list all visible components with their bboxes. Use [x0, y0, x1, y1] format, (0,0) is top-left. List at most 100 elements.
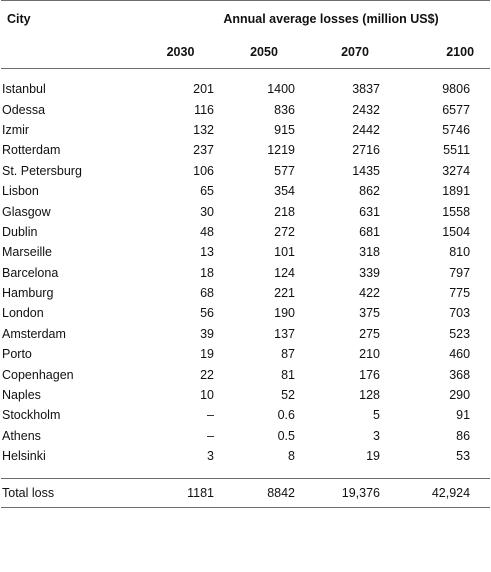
value-2030-cell: 132: [193, 122, 214, 137]
value-2050-cell: 915: [274, 122, 295, 137]
table-row: Naples 10 52 128 290: [1, 385, 490, 405]
table-row: Istanbul 201 1400 3837 9806: [1, 69, 490, 100]
value-2070-cell: 1435: [352, 163, 380, 178]
city-cell: Rotterdam: [2, 143, 61, 158]
value-2050-cell: 354: [274, 184, 295, 199]
value-2100-cell: 703: [449, 306, 471, 321]
table-row: Porto 19 87 210 460: [1, 344, 490, 364]
value-2030-cell: 18: [200, 265, 214, 280]
city-cell: St. Petersburg: [2, 163, 82, 178]
city-cell: Copenhagen: [2, 367, 74, 382]
losses-group-header: Annual average losses (million US$): [143, 0, 491, 36]
value-2050-cell: 577: [274, 163, 295, 178]
value-2030-cell: 68: [200, 286, 214, 301]
losses-table: City Annual average losses (million US$)…: [1, 0, 491, 509]
value-2030-cell: 39: [200, 326, 214, 341]
value-2070-cell: 681: [359, 224, 380, 239]
value-2050-cell: 87: [281, 347, 295, 362]
value-2070-cell: 210: [359, 347, 380, 362]
table-row: Rotterdam 237 1219 2716 5511: [1, 140, 490, 160]
table-row: Marseille 13 101 318 810: [1, 242, 490, 262]
value-2050-cell: 1400: [267, 82, 295, 97]
value-2050-cell: 124: [274, 265, 295, 280]
value-2070-cell: 862: [359, 184, 380, 199]
value-2070-cell: 375: [359, 306, 380, 321]
value-2030-cell: 19: [200, 347, 214, 362]
table-row: London 56 190 375 703: [1, 303, 490, 323]
city-cell: Dublin: [2, 224, 38, 239]
value-2050-cell: 101: [274, 245, 295, 260]
value-2100-cell: 5511: [443, 143, 471, 158]
city-cell: Stockholm: [2, 408, 61, 423]
value-2050-cell: 81: [281, 367, 295, 382]
year-header-2100: 2100: [400, 36, 491, 69]
value-2100-cell: 1558: [442, 204, 471, 219]
value-2070-cell: 422: [359, 286, 380, 301]
value-2100-cell: 1891: [442, 184, 471, 199]
value-2070-cell: 3837: [352, 82, 380, 97]
value-2030-cell: 106: [193, 163, 214, 178]
value-2050-cell: 52: [281, 388, 295, 403]
city-cell: Marseille: [2, 245, 53, 260]
city-cell: Hamburg: [2, 286, 54, 301]
city-cell: Izmir: [2, 122, 30, 137]
city-cell: Glasgow: [2, 204, 51, 219]
city-cell: Athens: [2, 428, 41, 443]
value-2050-cell: 836: [274, 102, 295, 117]
separator-cell: [143, 466, 218, 480]
value-2030-cell: –: [207, 428, 214, 443]
separator-cell: [218, 466, 310, 480]
value-2100-cell: 3274: [442, 163, 471, 178]
separator-cell: [310, 466, 400, 480]
value-2050-cell: 0.5: [277, 428, 295, 443]
table-row: Izmir 132 915 2442 5746: [1, 120, 490, 140]
value-2070-cell: 176: [359, 367, 380, 382]
value-2050-cell: 0.6: [277, 408, 295, 423]
value-2100-cell: 797: [449, 265, 471, 280]
value-2050-cell: 272: [274, 224, 295, 239]
value-2030-cell: 13: [200, 245, 214, 260]
value-2030-cell: 30: [200, 204, 214, 219]
value-2100-cell: 368: [449, 367, 471, 382]
table-row: Stockholm – 0.6 5 91: [1, 405, 490, 425]
value-2070-cell: 3: [373, 428, 380, 443]
value-2100-cell: 86: [456, 428, 471, 443]
value-2070-cell: 2442: [352, 122, 380, 137]
table-row: Helsinki 3 8 19 53: [1, 446, 490, 466]
table-row: Amsterdam 39 137 275 523: [1, 324, 490, 344]
value-2030-cell: 201: [193, 82, 214, 97]
table-row: Glasgow 30 218 631 1558: [1, 201, 490, 221]
value-2100-cell: 9806: [442, 82, 471, 97]
value-2070-cell: 128: [359, 388, 380, 403]
value-2050-cell: 1219: [267, 143, 295, 158]
value-2100-cell: 290: [449, 388, 471, 403]
value-2070-cell: 5: [373, 408, 380, 423]
table-row: Lisbon 65 354 862 1891: [1, 181, 490, 201]
table-row: Dublin 48 272 681 1504: [1, 222, 490, 242]
value-2030-cell: 48: [200, 224, 214, 239]
value-2070-cell: 2432: [352, 102, 380, 117]
header-blank-cell: [1, 36, 143, 69]
table-row: Hamburg 68 221 422 775: [1, 283, 490, 303]
total-2050-cell: 8842: [218, 478, 310, 509]
city-cell: Odessa: [2, 102, 46, 117]
city-cell: Porto: [2, 347, 32, 362]
value-2050-cell: 190: [274, 306, 295, 321]
value-2100-cell: 775: [449, 286, 471, 301]
table-row: Odessa 116 836 2432 6577: [1, 99, 490, 119]
value-2100-cell: 5746: [442, 122, 471, 137]
value-2100-cell: 91: [456, 408, 471, 423]
value-2070-cell: 339: [359, 265, 380, 280]
value-2100-cell: 6577: [442, 102, 471, 117]
value-2100-cell: 1504: [442, 224, 471, 239]
year-header-2050: 2050: [218, 36, 310, 69]
table-row: Athens – 0.5 3 86: [1, 426, 490, 446]
city-cell: Istanbul: [2, 82, 46, 97]
value-2030-cell: 3: [207, 449, 214, 464]
city-cell: Lisbon: [2, 184, 39, 199]
separator-cell: [1, 466, 143, 480]
value-2030-cell: 65: [200, 184, 214, 199]
city-cell: Helsinki: [2, 449, 46, 464]
total-2070-cell: 19,376: [310, 478, 400, 509]
value-2100-cell: 460: [449, 347, 471, 362]
